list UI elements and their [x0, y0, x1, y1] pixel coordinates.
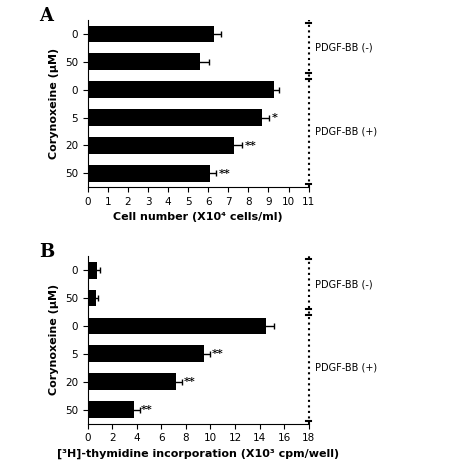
- Text: **: **: [183, 376, 195, 387]
- Bar: [88, 401, 135, 418]
- Text: PDGF-BB (+): PDGF-BB (+): [315, 126, 377, 137]
- Bar: [88, 54, 200, 70]
- Text: PDGF-BB (-): PDGF-BB (-): [315, 43, 373, 53]
- Text: **: **: [212, 349, 223, 359]
- Text: **: **: [245, 140, 256, 151]
- Text: B: B: [39, 243, 55, 261]
- Text: **: **: [218, 168, 230, 179]
- Bar: [88, 26, 214, 42]
- X-axis label: Cell number (X10⁴ cells/ml): Cell number (X10⁴ cells/ml): [113, 212, 283, 222]
- Y-axis label: Corynoxeine (μM): Corynoxeine (μM): [49, 48, 59, 159]
- Text: **: **: [141, 404, 153, 415]
- Bar: [88, 262, 97, 279]
- Bar: [88, 318, 265, 334]
- Bar: [88, 373, 176, 390]
- Bar: [88, 165, 210, 182]
- Bar: [88, 290, 96, 307]
- Text: PDGF-BB (-): PDGF-BB (-): [315, 279, 373, 289]
- Text: A: A: [39, 7, 53, 25]
- Bar: [88, 81, 274, 98]
- Y-axis label: Corynoxeine (μM): Corynoxeine (μM): [49, 284, 59, 396]
- Bar: [88, 137, 234, 154]
- X-axis label: [³H]-thymidine incorporation (X10³ cpm/well): [³H]-thymidine incorporation (X10³ cpm/w…: [57, 449, 339, 459]
- Bar: [88, 345, 204, 362]
- Text: *: *: [272, 112, 277, 123]
- Bar: [88, 109, 263, 126]
- Text: PDGF-BB (+): PDGF-BB (+): [315, 363, 377, 373]
